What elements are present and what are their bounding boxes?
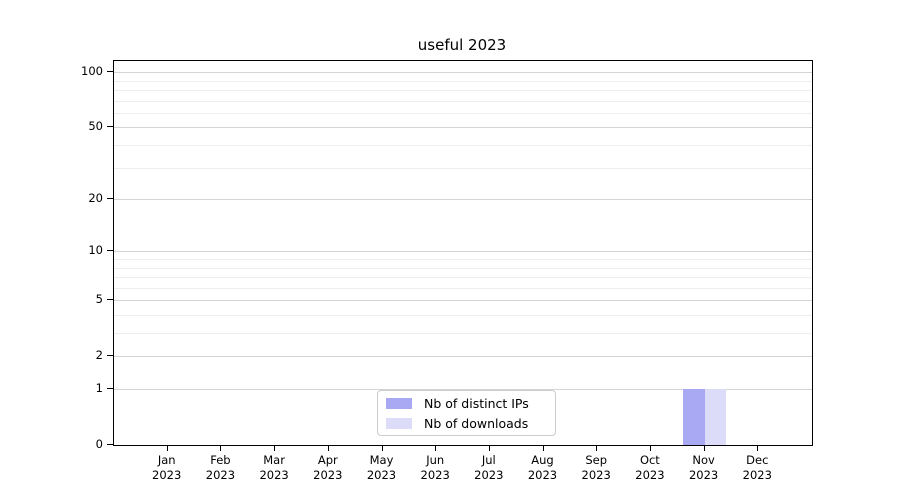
y-gridline-minor bbox=[114, 287, 812, 289]
x-tick-label: Aug 2023 bbox=[527, 453, 558, 482]
legend-label-distinct-ips: Nb of distinct IPs bbox=[424, 395, 529, 411]
x-tick-mark bbox=[757, 445, 759, 451]
y-tick-label: 100 bbox=[81, 64, 103, 79]
y-gridline-minor bbox=[114, 333, 812, 334]
x-tick-mark bbox=[703, 445, 705, 451]
y-tick-mark bbox=[107, 355, 114, 357]
x-tick-label: Mar 2023 bbox=[259, 453, 289, 482]
legend-item-downloads: Nb of downloads bbox=[386, 416, 547, 431]
y-gridline-minor bbox=[114, 267, 812, 269]
y-gridline-major bbox=[114, 251, 812, 253]
y-gridline-minor bbox=[114, 145, 812, 146]
x-tick-mark bbox=[381, 445, 383, 451]
legend-label-downloads: Nb of downloads bbox=[424, 415, 529, 431]
x-tick-mark bbox=[488, 445, 490, 451]
y-tick-mark bbox=[107, 299, 114, 301]
x-tick-label: Jul 2023 bbox=[474, 453, 504, 482]
bar-nov-series1 bbox=[704, 389, 727, 445]
x-tick-mark bbox=[649, 445, 651, 451]
y-tick-label: 10 bbox=[88, 243, 103, 258]
y-tick-label: 50 bbox=[88, 119, 103, 134]
legend-item-distinct-ips: Nb of distinct IPs bbox=[386, 396, 547, 411]
y-tick-label: 1 bbox=[95, 381, 103, 395]
y-gridline-minor bbox=[114, 277, 812, 278]
y-gridline-minor bbox=[114, 167, 812, 169]
x-tick-label: Jan 2023 bbox=[152, 453, 182, 482]
y-tick-mark bbox=[107, 444, 114, 445]
x-tick-mark bbox=[435, 445, 437, 451]
y-tick-mark bbox=[107, 198, 114, 200]
x-tick-label: May 2023 bbox=[366, 453, 397, 482]
x-tick-label: Nov 2023 bbox=[688, 453, 719, 482]
x-tick-label: Jun 2023 bbox=[420, 453, 450, 482]
y-gridline-minor bbox=[114, 259, 812, 260]
y-gridline-major bbox=[114, 199, 812, 201]
y-gridline-major bbox=[114, 389, 812, 390]
x-tick-mark bbox=[596, 445, 598, 451]
legend: Nb of distinct IPs Nb of downloads bbox=[377, 390, 556, 436]
y-gridline-minor bbox=[114, 80, 812, 82]
x-tick-label: Dec 2023 bbox=[742, 453, 772, 482]
y-tick-mark bbox=[107, 388, 114, 389]
legend-swatch-distinct-ips bbox=[386, 397, 412, 409]
y-gridline-major bbox=[114, 127, 812, 129]
x-tick-mark bbox=[274, 445, 276, 451]
x-tick-label: Feb 2023 bbox=[205, 453, 236, 482]
y-tick-mark bbox=[107, 71, 114, 73]
plot-area bbox=[113, 60, 813, 446]
x-tick-mark bbox=[542, 445, 544, 451]
y-gridline-minor bbox=[114, 315, 812, 316]
y-gridline-minor bbox=[114, 112, 812, 114]
y-gridline-major bbox=[114, 72, 812, 74]
y-tick-label: 2 bbox=[95, 348, 103, 363]
y-tick-label: 0 bbox=[95, 437, 103, 451]
y-gridline-minor bbox=[114, 100, 812, 102]
x-tick-label: Oct 2023 bbox=[635, 453, 665, 482]
y-gridline-minor bbox=[114, 90, 812, 91]
y-tick-label: 5 bbox=[95, 292, 103, 307]
bar-nov-series0 bbox=[683, 389, 705, 445]
y-tick-label: 20 bbox=[88, 191, 103, 206]
y-gridline-major bbox=[114, 300, 812, 302]
y-tick-mark bbox=[107, 250, 114, 252]
x-tick-label: Apr 2023 bbox=[313, 453, 343, 482]
x-tick-mark bbox=[166, 445, 168, 451]
chart-title: useful 2023 bbox=[417, 36, 507, 54]
x-tick-label: Sep 2023 bbox=[581, 453, 611, 482]
legend-swatch-downloads bbox=[386, 417, 412, 429]
y-tick-mark bbox=[107, 126, 114, 128]
y-gridline-major bbox=[114, 356, 812, 358]
x-tick-mark bbox=[327, 445, 329, 451]
x-tick-mark bbox=[220, 445, 222, 451]
